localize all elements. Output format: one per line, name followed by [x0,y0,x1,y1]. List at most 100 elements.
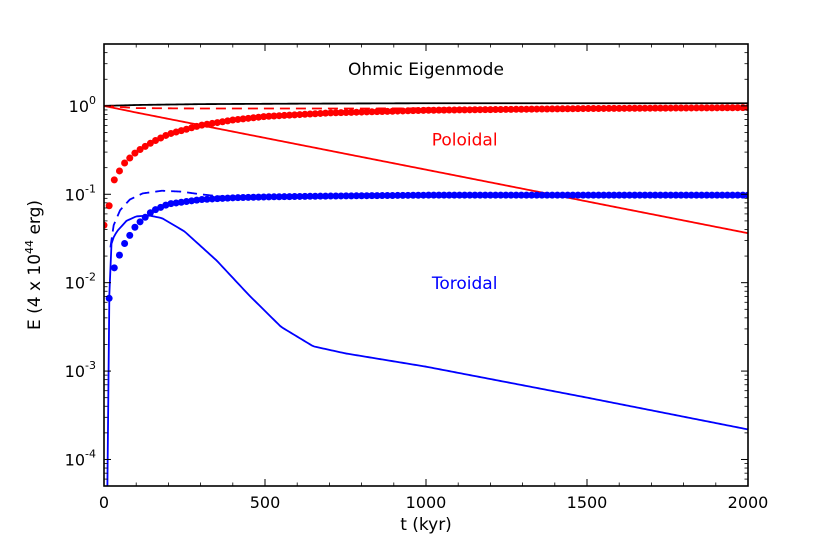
series-toroidal-dotted-point [713,191,721,199]
series-poloidal-dotted-point [270,112,278,120]
annotation-poloidal: Poloidal [432,131,498,151]
series-poloidal-dotted-point [146,139,154,147]
series-poloidal-dotted-point [636,104,644,112]
series-toroidal-dotted-point [404,191,412,199]
series-toroidal-dotted-point [249,193,257,201]
series-toroidal-dotted-point [347,192,355,200]
series-toroidal-dotted-point [203,195,211,203]
series-toroidal-dotted-point [548,191,556,199]
series-poloidal-dotted-point [687,104,695,112]
series-poloidal-dotted-point [311,110,319,118]
series-poloidal-dotted-point [579,105,587,113]
series-toroidal-dotted-point [208,195,216,203]
series-poloidal-dotted-point [512,105,520,113]
series-poloidal-dotted-point [399,107,407,115]
series-toroidal-dotted-point [172,199,180,207]
series-poloidal-dotted-point [425,106,433,114]
x-axis-title: t (kyr) [400,515,452,535]
series-toroidal-dotted-point [167,200,175,208]
series-poloidal-dotted-point [631,104,639,112]
series-poloidal-dotted-point [301,110,309,118]
series-poloidal-dotted-point [481,106,489,114]
series-poloidal-dotted-point [656,104,664,112]
series-toroidal-dotted-point [507,191,515,199]
series-toroidal-dotted-point [352,192,360,200]
series-toroidal-dotted-point [110,264,118,272]
series-toroidal-dotted-point [512,191,520,199]
series-poloidal-dotted-point [559,105,567,113]
series-poloidal-dotted-point [260,113,268,121]
series-poloidal-dotted-point [729,104,737,112]
series-toroidal-dotted-point [703,191,711,199]
series-toroidal-dotted-point [687,191,695,199]
series-poloidal-dotted-point [543,105,551,113]
series-poloidal-dotted-point [538,105,546,113]
series-toroidal-dotted-point [656,191,664,199]
series-toroidal-dotted-point [615,191,623,199]
series-poloidal-dotted-point [229,116,237,124]
series-poloidal-dotted-point [734,104,742,112]
series-toroidal-dotted-point [584,191,592,199]
series-toroidal-dotted-point [445,191,453,199]
series-poloidal-dotted-point [610,104,618,112]
series-toroidal-dotted-point [579,191,587,199]
series-toroidal-dotted-point [682,191,690,199]
series-poloidal-dotted-point [126,154,134,162]
series-toroidal-dotted-point [229,194,237,202]
series-poloidal-dotted-point [280,111,288,119]
series-poloidal-dotted-point [249,114,257,122]
series-poloidal-dotted-point [363,108,371,116]
series-poloidal-dotted-point [589,105,597,112]
series-toroidal-dotted-point [296,192,304,200]
series-toroidal-dotted-point [522,191,530,199]
series-toroidal-dotted-point [631,191,639,199]
series-toroidal-dotted-point [692,191,700,199]
series-poloidal-dotted-point [383,107,391,115]
series-poloidal-dotted-point [533,105,541,113]
series-poloidal-dotted-point [404,107,412,115]
y-axis-title: E (4 x 1044 erg) [23,200,45,330]
series-poloidal-dotted-point [435,106,443,114]
series-toroidal-dotted-point [342,192,350,200]
series-poloidal-dotted-point [584,105,592,113]
series-toroidal-dotted-point [121,240,129,248]
series-poloidal-dotted-point [471,106,479,114]
series-poloidal-dotted-point [486,106,494,114]
series-poloidal-dotted-point [455,106,463,114]
series-poloidal-dotted-point [502,105,510,113]
series-poloidal-dotted-point [285,111,293,119]
series-poloidal-dotted-point [682,104,690,112]
series-poloidal-dotted-point [198,121,206,129]
series-toroidal-dotted-point [651,191,659,199]
series-poloidal-dotted-point [507,105,515,113]
series-poloidal-dotted-point [466,106,474,114]
series-toroidal-dotted-point [115,251,123,259]
series-toroidal-dotted-point [136,218,144,226]
series-toroidal-dotted-point [739,191,747,199]
series-toroidal-dotted-point [327,192,335,200]
series-poloidal-dotted-point [445,106,453,114]
series-toroidal-dotted-point [306,192,314,200]
series-toroidal-dotted-point [301,192,309,200]
series-toroidal-dotted-point [255,193,263,201]
series-toroidal-dotted-point [646,191,654,199]
series-toroidal-dotted-point [662,191,670,199]
series-toroidal-dotted-point [414,191,422,199]
series-toroidal-dotted-point [497,191,505,199]
series-toroidal-dotted-point [126,231,134,239]
series-poloidal-dotted-point [409,107,417,115]
y-axis-title-exponent: 44 [23,240,36,254]
series-toroidal-dotted-point [641,191,649,199]
series-toroidal-dotted-point [358,192,366,200]
series-poloidal-dotted-point [219,118,226,126]
series-toroidal-dotted-point [105,294,113,302]
series-poloidal-dotted-point [528,105,536,113]
series-poloidal-dotted-point [239,115,247,123]
series-toroidal-dotted-point [316,192,324,200]
series-toroidal-dotted-point [213,195,221,203]
series-toroidal-dotted-point [188,197,196,205]
series-poloidal-dotted-point [564,105,572,113]
series-toroidal-dotted-point [131,223,139,231]
series-toroidal-dotted-point [533,191,541,199]
series-toroidal-dotted-point [698,191,706,199]
